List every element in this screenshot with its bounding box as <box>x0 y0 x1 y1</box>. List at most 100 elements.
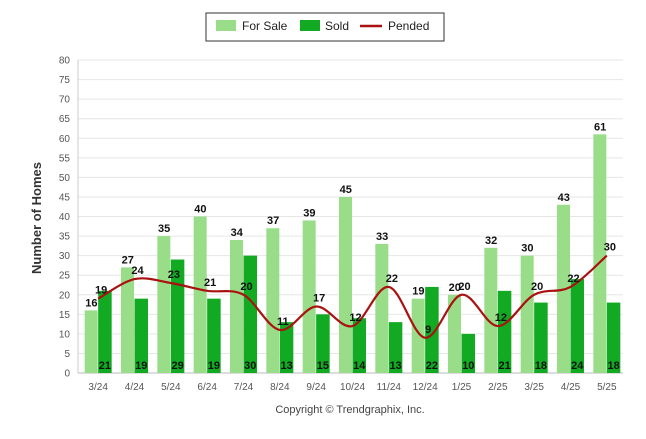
y-tick-label: 15 <box>59 310 71 321</box>
bar-for-sale <box>411 298 425 373</box>
pended-value-label: 30 <box>604 242 616 254</box>
for-sale-value-label: 27 <box>122 254 134 266</box>
y-axis-ticks: 0 5 10 15 20 25 30 35 40 45 50 55 60 65 70 75 80 <box>59 56 71 380</box>
bar-sold <box>461 333 475 373</box>
bar-sold <box>388 322 403 373</box>
bar-for-sale <box>375 243 389 373</box>
sold-value-label: 15 <box>317 360 329 372</box>
x-axis-ticks: 3/24 4/24 5/24 6/24 7/24 8/24 9/24 10/24 11/24 12… <box>88 382 617 393</box>
x-tick-label: 1/25 <box>452 382 472 393</box>
for-sale-value-label: 39 <box>303 207 315 219</box>
x-tick-label: 11/24 <box>377 382 402 393</box>
y-tick-label: 30 <box>59 251 71 262</box>
bar-for-sale <box>266 228 280 373</box>
x-tick-label: 4/25 <box>561 382 581 393</box>
legend: For Sale Sold Pended <box>205 12 445 42</box>
bar-for-sale <box>448 294 461 373</box>
bar-sold <box>497 290 512 373</box>
for-sale-value-label: 34 <box>231 227 244 239</box>
x-tick-label: 2/25 <box>488 382 508 393</box>
pended-value-label: 19 <box>95 285 107 297</box>
bar-for-sale <box>121 267 134 373</box>
sold-value-label: 22 <box>426 360 438 372</box>
for-sale-value-label: 43 <box>558 192 570 204</box>
sold-value-label: 18 <box>607 360 619 372</box>
sold-value-label: 13 <box>280 360 292 372</box>
x-tick-label: 6/24 <box>197 382 217 393</box>
pended-value-label: 23 <box>168 269 180 281</box>
bar-for-sale <box>520 255 534 373</box>
for-sale-value-label: 20 <box>449 282 461 294</box>
y-tick-label: 25 <box>59 271 71 282</box>
sold-value-label: 29 <box>171 360 183 372</box>
sold-value-label: 13 <box>389 360 401 372</box>
bar-for-sale <box>193 216 207 373</box>
x-tick-label: 8/24 <box>270 382 290 393</box>
for-sale-value-label: 37 <box>267 215 279 227</box>
y-tick-label: 65 <box>59 114 71 125</box>
pended-value-label: 22 <box>386 273 398 285</box>
x-tick-label: 9/24 <box>306 382 326 393</box>
y-tick-label: 45 <box>59 192 71 203</box>
sold-value-label: 21 <box>498 360 510 372</box>
for-sale-value-label: 33 <box>376 231 388 243</box>
x-tick-label: 3/24 <box>88 382 108 393</box>
legend-swatch-sold <box>300 20 320 31</box>
bar-for-sale <box>84 310 98 373</box>
sold-value-label: 24 <box>571 360 584 372</box>
x-tick-label: 5/24 <box>161 382 181 393</box>
for-sale-value-label: 19 <box>412 286 424 298</box>
y-tick-label: 50 <box>59 173 71 184</box>
sold-value-label: 18 <box>535 360 547 372</box>
pended-value-label: 11 <box>277 316 289 328</box>
pended-value-label: 24 <box>131 265 144 277</box>
pended-value-label: 12 <box>495 312 507 324</box>
bar-for-sale <box>339 196 352 373</box>
bar-for-sale <box>593 134 607 373</box>
for-sale-value-label: 45 <box>340 184 352 196</box>
bar-sold <box>243 255 257 373</box>
sold-value-label: 19 <box>135 360 147 372</box>
y-tick-label: 5 <box>64 349 70 360</box>
y-tick-label: 75 <box>59 75 71 86</box>
bars <box>84 134 621 373</box>
y-axis-title: Number of Homes <box>29 162 44 274</box>
y-tick-label: 35 <box>59 232 71 243</box>
y-tick-label: 20 <box>59 290 71 301</box>
sold-value-label: 14 <box>353 360 366 372</box>
y-tick-label: 60 <box>59 134 71 145</box>
bar-sold <box>606 302 621 373</box>
for-sale-value-label: 35 <box>158 223 170 235</box>
copyright-text: Copyright © Trendgraphix, Inc. <box>275 404 424 416</box>
bar-sold <box>570 279 584 373</box>
sold-value-label: 10 <box>462 360 474 372</box>
bar-sold <box>170 259 185 373</box>
bar-sold <box>425 286 439 373</box>
value-labels: 16 21 19 27 19 24 35 29 23 40 19 21 34 30 20 37 13 11 39 15… <box>85 121 619 372</box>
pended-value-label: 20 <box>240 281 252 293</box>
bar-sold <box>534 302 548 373</box>
x-tick-label: 4/24 <box>125 382 145 393</box>
x-tick-label: 12/24 <box>413 382 438 393</box>
legend-label-for-sale: For Sale <box>242 19 288 33</box>
y-tick-label: 55 <box>59 153 71 164</box>
legend-box <box>205 12 445 42</box>
y-tick-label: 10 <box>59 329 71 340</box>
x-tick-label: 7/24 <box>234 382 254 393</box>
pended-value-label: 20 <box>531 281 543 293</box>
for-sale-value-label: 32 <box>485 235 497 247</box>
pended-value-label: 9 <box>425 324 431 336</box>
x-tick-label: 10/24 <box>340 382 365 393</box>
sold-value-label: 21 <box>99 360 111 372</box>
legend-swatch-for-sale <box>216 20 236 31</box>
bar-sold <box>134 298 148 373</box>
bar-sold <box>352 318 366 373</box>
x-tick-label: 3/25 <box>524 382 544 393</box>
x-tick-label: 5/25 <box>597 382 617 393</box>
bar-sold <box>279 322 294 373</box>
for-sale-value-label: 16 <box>85 297 97 309</box>
legend-label-sold: Sold <box>325 19 349 33</box>
bar-for-sale <box>302 220 316 373</box>
y-tick-label: 40 <box>59 212 71 223</box>
